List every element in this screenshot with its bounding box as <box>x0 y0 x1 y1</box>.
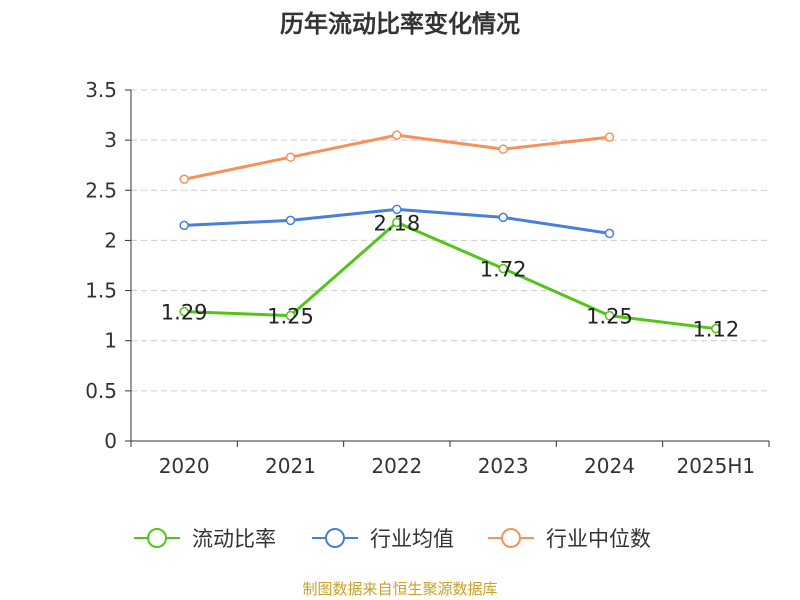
data-point <box>392 130 402 140</box>
series-line <box>184 220 717 331</box>
legend-marker <box>501 528 521 548</box>
x-tick-label: 2025H1 <box>676 454 755 478</box>
y-tick-label: 1 <box>104 329 117 353</box>
data-label: 2.18 <box>373 211 420 235</box>
legend-item[interactable]: 行业中位数 <box>488 527 651 551</box>
y-tick-label: 2 <box>104 228 117 252</box>
data-label: 1.25 <box>586 305 633 329</box>
data-point <box>498 212 508 223</box>
grid-lines <box>131 89 769 392</box>
y-tick-label: 1.5 <box>85 279 117 303</box>
data-point <box>604 228 615 239</box>
y-tick-label: 0 <box>104 429 117 453</box>
legend[interactable]: 流动比率 行业均值 行业中位数 <box>0 518 800 558</box>
legend-marker <box>325 528 345 548</box>
x-tick-label: 2022 <box>371 454 422 478</box>
data-point <box>179 306 189 317</box>
series-lines <box>179 130 721 334</box>
legend-label: 行业均值 <box>370 527 454 551</box>
x-tick-label: 2020 <box>159 454 210 478</box>
y-tick-label: 3 <box>104 128 117 152</box>
series-line <box>183 133 610 181</box>
data-label: 1.25 <box>267 305 314 329</box>
data-label: 1.72 <box>480 258 527 282</box>
data-point <box>392 204 402 215</box>
data-labels: 1.29 1.25 2.18 1.72 1.25 1.12 <box>161 211 739 341</box>
data-point <box>285 215 296 226</box>
data-point <box>498 263 508 274</box>
data-source-note: 制图数据来自恒生聚源数据库 <box>302 580 498 598</box>
x-tick-label: 2023 <box>478 454 529 478</box>
data-point <box>711 323 721 334</box>
data-point <box>392 217 402 228</box>
data-point <box>179 220 189 231</box>
y-tick-label: 2.5 <box>85 178 117 202</box>
data-point <box>604 132 615 142</box>
legend-marker <box>147 528 167 548</box>
y-tick-label: 0.5 <box>85 379 117 403</box>
chart-title: 历年流动比率变化情况 <box>280 10 520 38</box>
legend-label: 行业中位数 <box>546 527 651 551</box>
data-label: 1.29 <box>161 301 208 325</box>
data-point <box>285 152 296 162</box>
data-point <box>604 310 615 321</box>
data-point <box>285 310 296 321</box>
axes: 0 0.5 1 1.5 2 2.5 3 3.5 2020 2021 2022 2023 2024 2025… <box>85 78 770 478</box>
x-tick-label: 2021 <box>265 454 316 478</box>
legend-item[interactable]: 流动比率 <box>134 527 276 551</box>
y-tick-label: 3.5 <box>85 78 117 102</box>
legend-label: 流动比率 <box>192 527 276 551</box>
data-point <box>179 174 189 185</box>
data-point <box>498 144 508 154</box>
data-label: 1.12 <box>692 318 739 342</box>
x-tick-label: 2024 <box>584 454 635 478</box>
legend-item[interactable]: 行业均值 <box>312 527 454 551</box>
